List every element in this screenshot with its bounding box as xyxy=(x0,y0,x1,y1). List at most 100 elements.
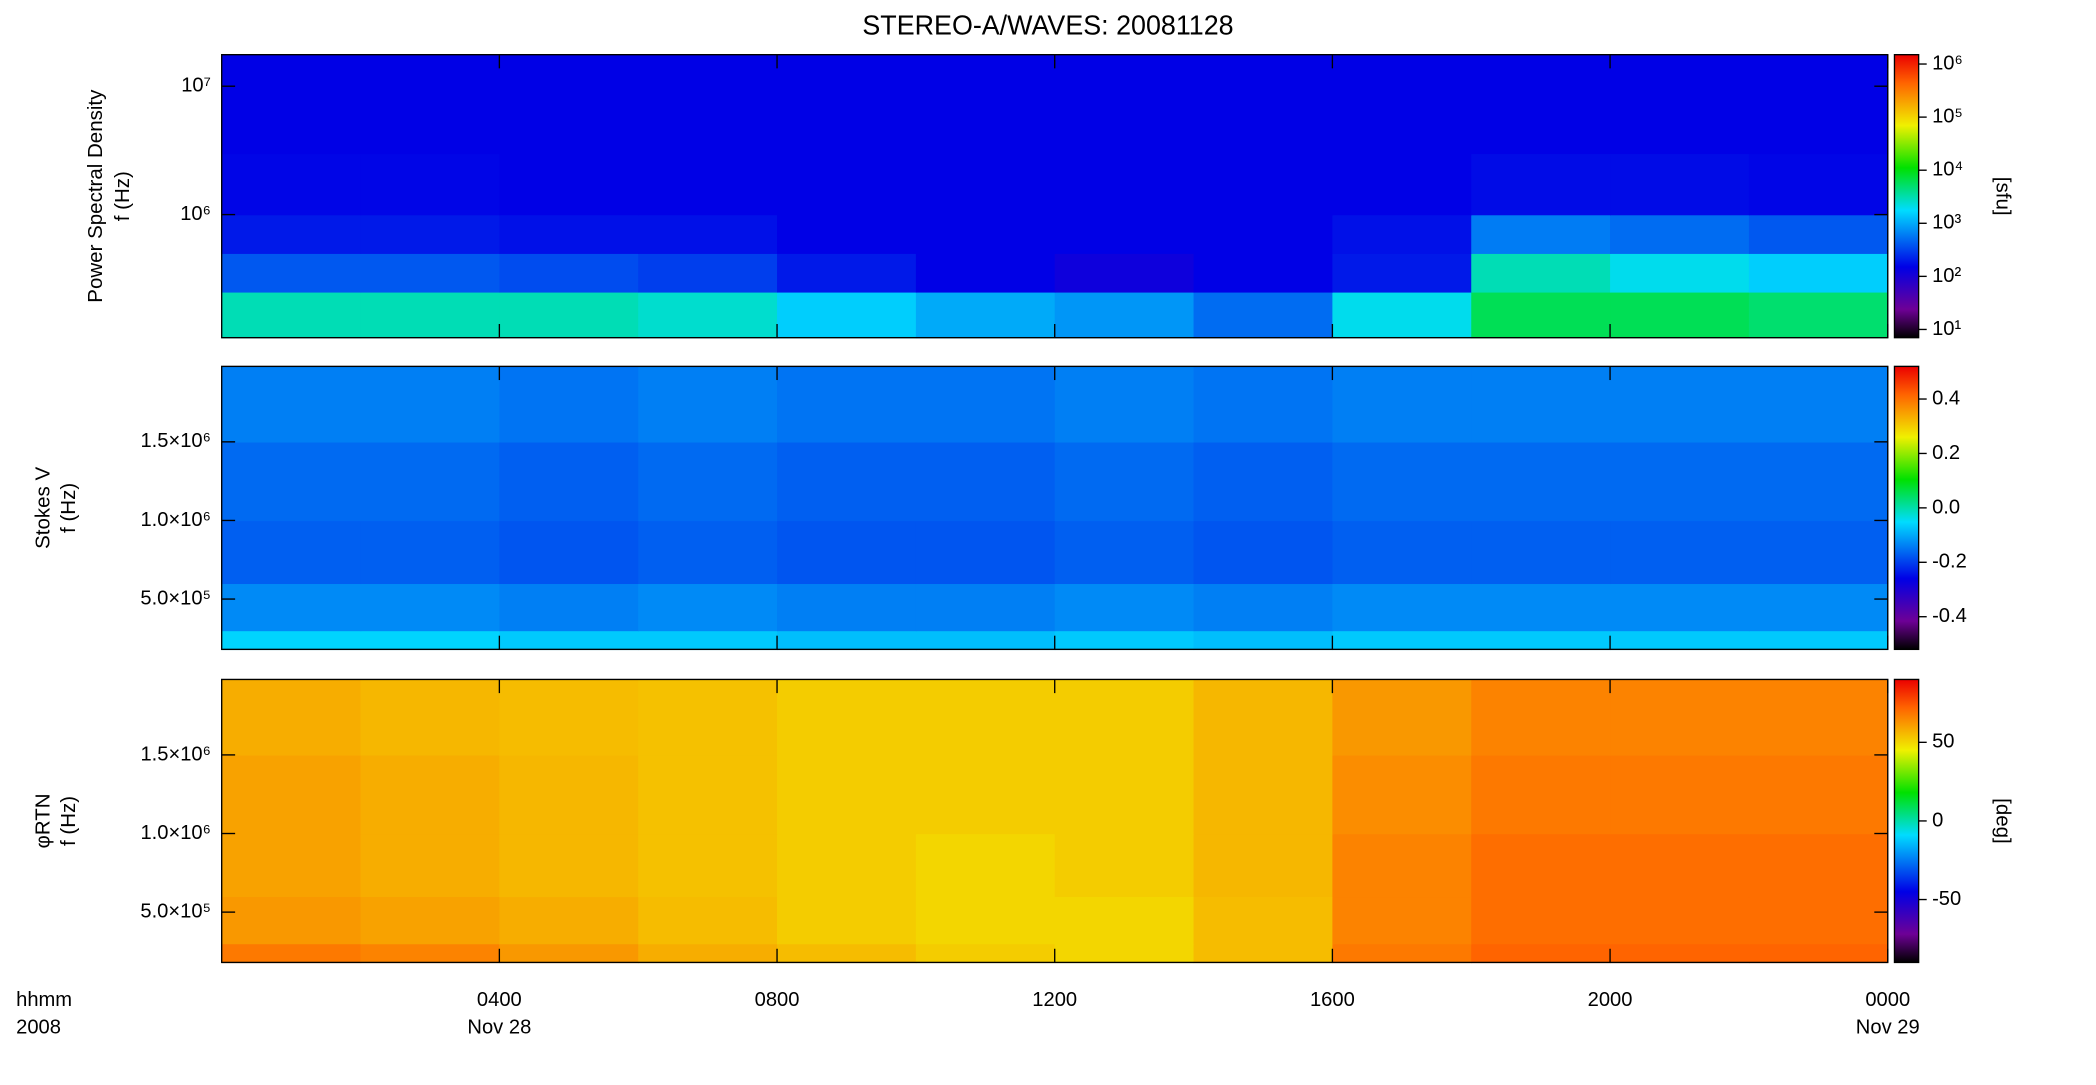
y-axis-label: f (Hz) xyxy=(58,483,80,533)
heatmap-cell xyxy=(1054,291,1195,339)
heatmap-cell xyxy=(915,583,1056,632)
heatmap-cell xyxy=(499,291,639,339)
heatmap-cell xyxy=(1471,754,1611,835)
heatmap-cell xyxy=(638,754,778,835)
x-tick-date: Nov 28 xyxy=(467,1016,531,1038)
heatmap-cell xyxy=(1471,54,1611,155)
heatmap-cell xyxy=(499,520,639,585)
heatmap-cell xyxy=(1054,153,1195,216)
heatmap-cell xyxy=(1332,583,1472,632)
heatmap-cell xyxy=(915,441,1056,522)
colorbar xyxy=(1893,678,1920,964)
y-tick-label: 1.5×10⁶ xyxy=(140,430,210,452)
heatmap-cell xyxy=(638,630,778,651)
heatmap-cell xyxy=(1054,943,1195,964)
heatmap-cell xyxy=(1054,754,1195,835)
y-tick-label: 1.5×10⁶ xyxy=(140,743,210,765)
heatmap-cell xyxy=(360,441,501,522)
heatmap-cell xyxy=(1054,583,1195,632)
heatmap-cell xyxy=(221,253,362,293)
y-tick-label: 1.0×10⁶ xyxy=(140,509,210,531)
heatmap-cell xyxy=(1471,520,1611,585)
heatmap-cell xyxy=(1610,679,1750,756)
heatmap-cell xyxy=(638,896,778,945)
heatmap-cell xyxy=(1748,943,1889,964)
heatmap-cell xyxy=(1332,153,1472,216)
heatmap-cell xyxy=(1471,214,1611,254)
heatmap-cell xyxy=(1610,833,1750,898)
heatmap-cell xyxy=(1748,896,1889,945)
heatmap-cell xyxy=(1054,520,1195,585)
heatmap-cell xyxy=(221,583,362,632)
heatmap-cell xyxy=(1332,366,1472,443)
x-tick-label: 1600 xyxy=(1310,989,1355,1011)
y-tick-label: 1.0×10⁶ xyxy=(140,822,210,844)
heatmap-cell xyxy=(360,630,501,651)
heatmap-cell xyxy=(1332,679,1472,756)
heatmap-cell xyxy=(1610,366,1750,443)
heatmap-cell xyxy=(221,943,362,964)
heatmap-cell xyxy=(1193,630,1334,651)
y-axis-label: Stokes V xyxy=(33,466,55,548)
heatmap-cell xyxy=(360,754,501,835)
heatmap-cell xyxy=(1748,754,1889,835)
heatmap-cell xyxy=(1193,896,1334,945)
heatmap-cell xyxy=(638,520,778,585)
y-tick-label: 10⁷ xyxy=(181,74,211,96)
heatmap-cell xyxy=(777,754,917,835)
heatmap-cell xyxy=(499,943,639,964)
heatmap-cell xyxy=(915,520,1056,585)
colorbar-tick-label: -0.4 xyxy=(1932,605,1967,627)
heatmap-cell xyxy=(1471,943,1611,964)
heatmap-cell xyxy=(1610,896,1750,945)
heatmap-cell xyxy=(499,583,639,632)
heatmap-cell xyxy=(915,833,1056,898)
heatmap-cell xyxy=(915,679,1056,756)
colorbar-tick-label: 0.0 xyxy=(1932,496,1960,518)
heatmap-cell xyxy=(221,291,362,339)
heatmap-cell xyxy=(1471,291,1611,339)
heatmap-cell xyxy=(1332,441,1472,522)
heatmap-cell xyxy=(221,679,362,756)
heatmap-cell xyxy=(915,754,1056,835)
heatmap-cell xyxy=(1610,253,1750,293)
colorbar-tick-label: 10¹ xyxy=(1932,318,1961,340)
colorbar-label: [deg] xyxy=(1992,798,2014,844)
y-axis-label: Power Spectral Density xyxy=(85,89,107,303)
heatmap-cell xyxy=(1748,833,1889,898)
heatmap-cell xyxy=(221,896,362,945)
heatmap-cell xyxy=(360,583,501,632)
heatmap-cell xyxy=(1748,214,1889,254)
heatmap-cell xyxy=(777,630,917,651)
heatmap-cell xyxy=(1748,54,1889,155)
heatmap-cell xyxy=(1054,833,1195,898)
heatmap-cell xyxy=(1054,54,1195,155)
heatmap-cell xyxy=(499,54,639,155)
y-tick-label: 10⁶ xyxy=(180,203,211,225)
heatmap-cell xyxy=(1193,520,1334,585)
heatmap-cell xyxy=(1471,253,1611,293)
x-tick-label: 1200 xyxy=(1032,989,1077,1011)
heatmap-cell xyxy=(638,253,778,293)
colorbar-tick-label: 0.4 xyxy=(1932,387,1960,409)
heatmap-cell xyxy=(777,253,917,293)
heatmap-cell xyxy=(1193,366,1334,443)
heatmap-cell xyxy=(221,441,362,522)
heatmap-cell xyxy=(1332,943,1472,964)
colorbar-tick-label: 0.2 xyxy=(1932,442,1960,464)
heatmap-cell xyxy=(777,54,917,155)
heatmap-cell xyxy=(1748,630,1889,651)
heatmap-cell xyxy=(1054,441,1195,522)
heatmap-cell xyxy=(221,54,362,155)
heatmap-cell xyxy=(499,679,639,756)
heatmap-cell xyxy=(1332,630,1472,651)
heatmap-cell xyxy=(1332,253,1472,293)
heatmap-cell xyxy=(777,366,917,443)
x-axis-label: hhmm xyxy=(16,989,72,1011)
heatmap-cell xyxy=(915,366,1056,443)
heatmap-cell xyxy=(915,153,1056,216)
heatmap-cell xyxy=(360,679,501,756)
colorbar xyxy=(1893,365,1920,651)
heatmap-cell xyxy=(1193,214,1334,254)
